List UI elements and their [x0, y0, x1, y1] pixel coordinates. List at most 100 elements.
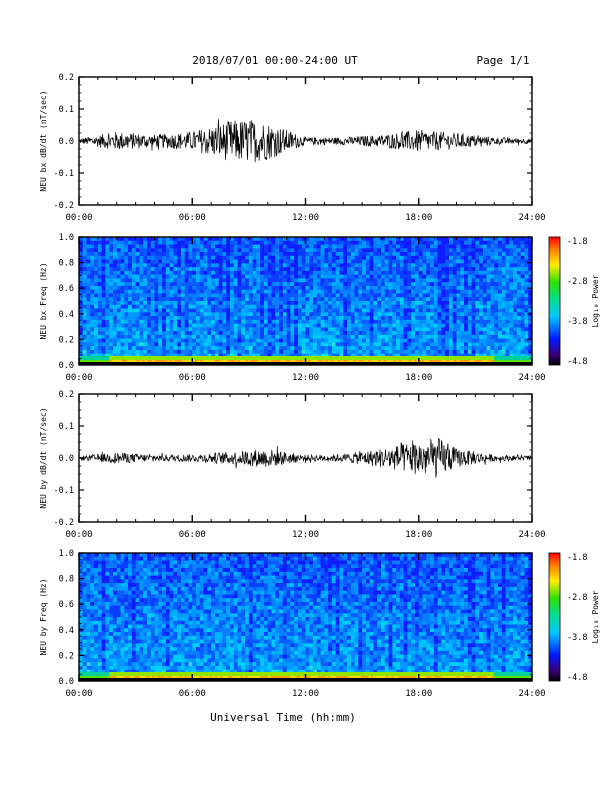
spectrogram-cell [177, 308, 182, 313]
spectrogram-cell [218, 244, 223, 249]
spectrogram-cell [414, 278, 420, 283]
spectrogram-cell [211, 263, 216, 268]
spectrogram-cell [290, 308, 295, 313]
spectrogram-cell [513, 349, 518, 355]
band-cell [403, 356, 407, 360]
spectrogram-cell [490, 237, 495, 242]
spectrogram-cell [146, 259, 152, 264]
spectrogram-cell [169, 346, 174, 351]
spectrogram-cell [252, 319, 257, 324]
spectrogram-cell [441, 270, 446, 276]
spectrogram-cell [233, 240, 238, 245]
band-cell [315, 360, 319, 362]
spectrogram-cell [294, 349, 299, 355]
spectrogram-cell [350, 312, 355, 317]
spectrogram-cell [105, 285, 110, 291]
spectrogram-cell [188, 331, 193, 336]
spectrogram-cell [105, 267, 110, 272]
band-cell [81, 360, 85, 362]
spectrogram-cell [86, 248, 91, 253]
spectrogram-cell [263, 319, 269, 324]
spectrogram-cell [365, 312, 371, 317]
spectrogram-cell [377, 349, 382, 355]
spectrogram-cell [230, 353, 235, 358]
spectrogram-cell [120, 342, 125, 347]
band-cell [81, 356, 85, 360]
spectrogram-cell [407, 342, 412, 347]
spectrogram-cell [82, 654, 87, 659]
spectrogram-cell [226, 342, 231, 347]
spectrogram-cell [275, 342, 280, 347]
spectrogram-cell [445, 289, 450, 294]
spectrogram-cell [445, 278, 450, 283]
band-cell [486, 360, 490, 362]
spectrogram-cell [294, 308, 299, 313]
spectrogram-cell [165, 304, 170, 309]
spectrogram-cell [309, 331, 314, 336]
spectrogram-cell [230, 240, 235, 245]
spectrogram-cell [267, 353, 272, 358]
spectrogram-cell [79, 586, 84, 592]
spectrogram-cell [358, 252, 363, 257]
band-cell [209, 356, 213, 360]
spectrogram-cell [479, 349, 484, 355]
spectrogram-cell [456, 278, 461, 283]
spectrogram-cell [86, 609, 91, 614]
spectrogram-cell [192, 316, 197, 321]
spectrogram-cell [290, 334, 295, 340]
spectrogram-cell [305, 349, 310, 355]
spectrogram-cell [433, 259, 439, 264]
spectrogram-cell [150, 237, 155, 242]
spectrogram-cell [452, 244, 457, 249]
band-cell [192, 356, 196, 360]
spectrogram-cell [384, 263, 389, 268]
spectrogram-cell [218, 278, 223, 283]
spectrogram-cell [211, 327, 216, 332]
spectrogram-cell [384, 285, 389, 291]
band-cell [295, 356, 299, 360]
spectrogram-cell [494, 259, 499, 264]
spectrogram-cell [381, 278, 386, 283]
spectrogram-cell [146, 319, 152, 324]
spectrogram-cell [154, 316, 159, 321]
spectrogram-cell [388, 252, 393, 257]
spectrogram-cell [109, 319, 114, 324]
band-cell [338, 356, 342, 360]
spectrogram-cell [309, 244, 314, 249]
spectrogram-cell [79, 263, 84, 268]
spectrogram-cell [86, 650, 91, 656]
spectrogram-cell [286, 323, 291, 328]
spectrogram-cell [256, 244, 261, 249]
spectrogram-cell [124, 353, 129, 358]
spectrogram-cell [86, 583, 91, 588]
x-tick-label: 24:00 [518, 213, 545, 223]
spectrogram-cell [294, 331, 299, 336]
spectrogram-cell [513, 240, 518, 245]
spectrogram-cell [362, 252, 367, 257]
spectrogram-cell [275, 263, 280, 268]
spectrogram-cell [105, 312, 110, 317]
spectrogram-cell [347, 240, 352, 245]
spectrogram-cell [279, 237, 284, 242]
spectrogram-cell [94, 639, 99, 644]
spectrogram-cell [467, 278, 472, 283]
spectrogram-cell [486, 240, 491, 245]
spectrogram-cell [433, 319, 439, 324]
spectrogram-cell [475, 334, 480, 340]
spectrogram-cell [203, 244, 208, 249]
spectrogram-cell [452, 285, 457, 291]
spectrogram-cell [516, 255, 522, 260]
spectrogram-cell [328, 353, 333, 358]
spectrogram-cell [297, 319, 303, 324]
spectrogram-cell [267, 285, 272, 291]
spectrogram-cell [128, 244, 133, 249]
spectrogram-cell [516, 297, 522, 302]
band-cell [433, 356, 437, 360]
spectrogram-cell [207, 304, 212, 309]
spectrogram-cell [426, 304, 431, 309]
band-cell [101, 356, 105, 360]
spectrogram-cell [237, 274, 242, 279]
spectrogram-cell [256, 349, 261, 355]
spectrogram-cell [358, 342, 363, 347]
spectrogram-cell [94, 323, 99, 328]
